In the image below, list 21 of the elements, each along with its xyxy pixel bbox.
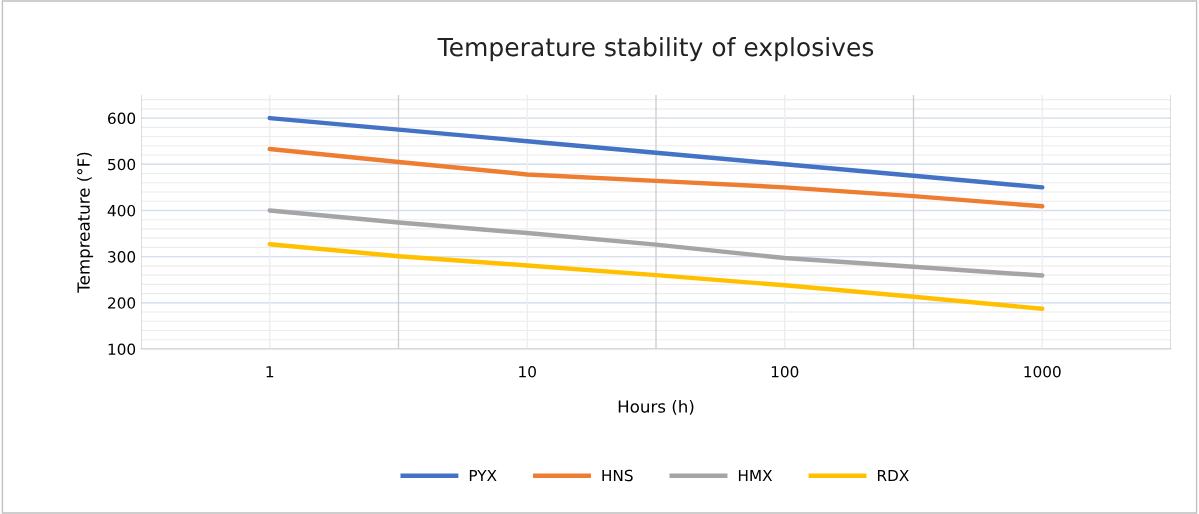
legend-label: HMX: [738, 469, 773, 482]
y-axis-title: Tempreature (°F): [76, 152, 94, 293]
line-series: [267, 241, 1045, 312]
x-tick-label: 100: [771, 365, 799, 378]
line-series: [267, 115, 1045, 190]
x-axis-title: Hours (h): [618, 399, 694, 415]
chart-title: Temperature stability of explosives: [437, 37, 874, 62]
y-tick-label: 200: [108, 297, 136, 309]
legend-label: PYX: [469, 469, 497, 482]
legend-label: RDX: [877, 469, 909, 482]
y-tick-label: 600: [108, 112, 136, 125]
x-tick-label: 1: [266, 366, 274, 378]
x-tick-label: 1000: [1024, 365, 1061, 378]
y-tick-label: 300: [108, 251, 136, 263]
line-series: [267, 208, 1045, 278]
line-series: [267, 146, 1045, 209]
y-tick-label: 400: [107, 204, 136, 217]
y-tick-label: 500: [108, 158, 136, 171]
legend-label: HNS: [602, 469, 633, 482]
y-tick-label: 100: [108, 343, 136, 356]
x-tick-label: 10: [519, 365, 536, 378]
